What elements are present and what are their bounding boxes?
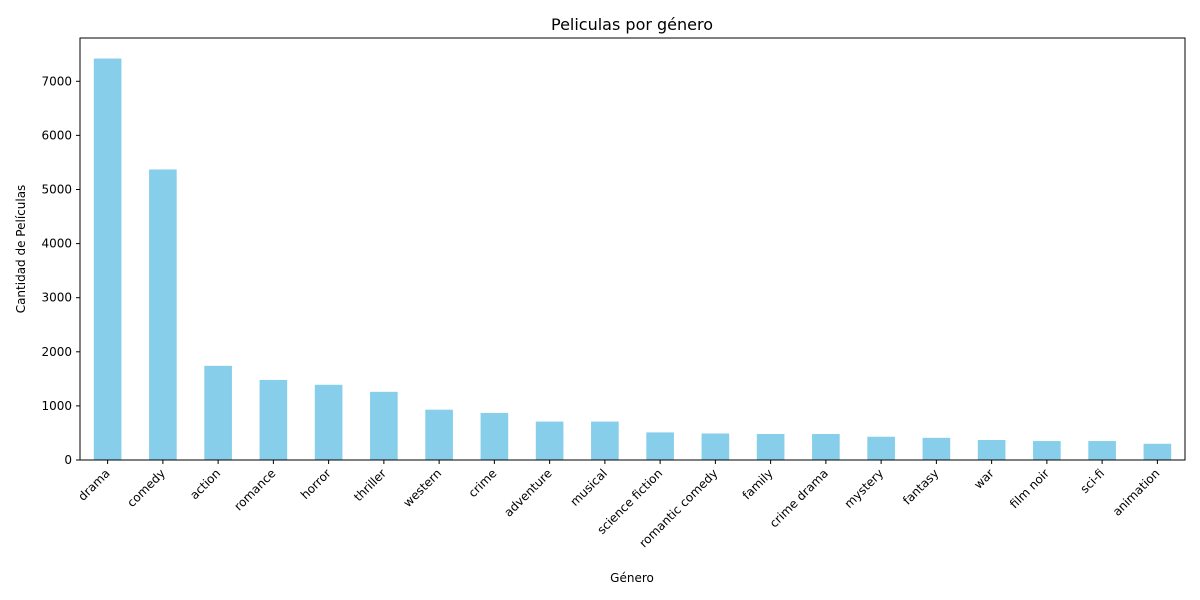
bar-family (756, 434, 785, 460)
plot-frame (79, 37, 1186, 461)
x-tick-label: crime drama (767, 466, 831, 530)
x-tick-label: family (740, 466, 776, 502)
y-axis: 0 1000 2000 3000 4000 5000 6000 7000 (41, 74, 80, 467)
x-tick-label: comedy (124, 466, 168, 510)
bar-musical (591, 421, 619, 460)
x-tick-label: adventure (501, 466, 554, 519)
y-tick-label: 2000 (41, 345, 72, 359)
x-tick-label: war (971, 466, 997, 492)
x-tick-label: sci-fi (1077, 466, 1107, 496)
y-tick-label: 0 (64, 453, 72, 467)
bar-war (977, 439, 1006, 460)
chart-title: Peliculas por género (551, 15, 713, 34)
bar-horror (314, 384, 343, 460)
x-tick-label: musical (567, 466, 610, 509)
y-tick-label: 3000 (41, 291, 72, 305)
y-tick-label: 1000 (41, 399, 72, 413)
x-tick-label: action (187, 466, 223, 502)
y-tick-label: 4000 (41, 237, 72, 251)
x-tick-label: animation (1110, 466, 1163, 519)
x-tick-label: drama (75, 466, 112, 503)
bar-action (204, 365, 232, 460)
bar-animation (1143, 443, 1172, 460)
x-tick-label: thriller (351, 466, 389, 504)
x-tick-label: romance (231, 466, 278, 513)
bar-adventure (535, 421, 564, 460)
bar-western (425, 409, 453, 460)
x-tick-label: crime (466, 466, 500, 500)
x-axis: drama comedy action romance horror thriller we… (75, 460, 1162, 550)
bar-romance (259, 379, 288, 460)
bars-group (93, 58, 1172, 461)
y-axis-label: Cantidad de Películas (14, 185, 28, 314)
y-tick-label: 5000 (41, 182, 72, 196)
bar-drama (93, 58, 122, 461)
bar-film-noir (1033, 441, 1061, 460)
x-tick-label: film noir (1007, 466, 1052, 511)
x-tick-label: horror (298, 466, 334, 502)
bar-crime-drama (812, 434, 840, 460)
bar-fantasy (922, 437, 951, 460)
bar-sci-fi (1088, 441, 1116, 460)
x-tick-label: western (400, 466, 444, 510)
x-tick-label: fantasy (900, 466, 941, 507)
bar-mystery (867, 436, 895, 460)
y-tick-label: 6000 (41, 128, 72, 142)
bar-thriller (370, 391, 398, 460)
bar-science-fiction (646, 432, 674, 460)
bar-comedy (149, 169, 177, 460)
bar-romantic-comedy (701, 433, 730, 460)
x-tick-label: mystery (842, 466, 887, 511)
y-tick-label: 7000 (41, 74, 72, 88)
x-axis-label: Género (610, 571, 654, 585)
bar-crime (480, 412, 509, 460)
